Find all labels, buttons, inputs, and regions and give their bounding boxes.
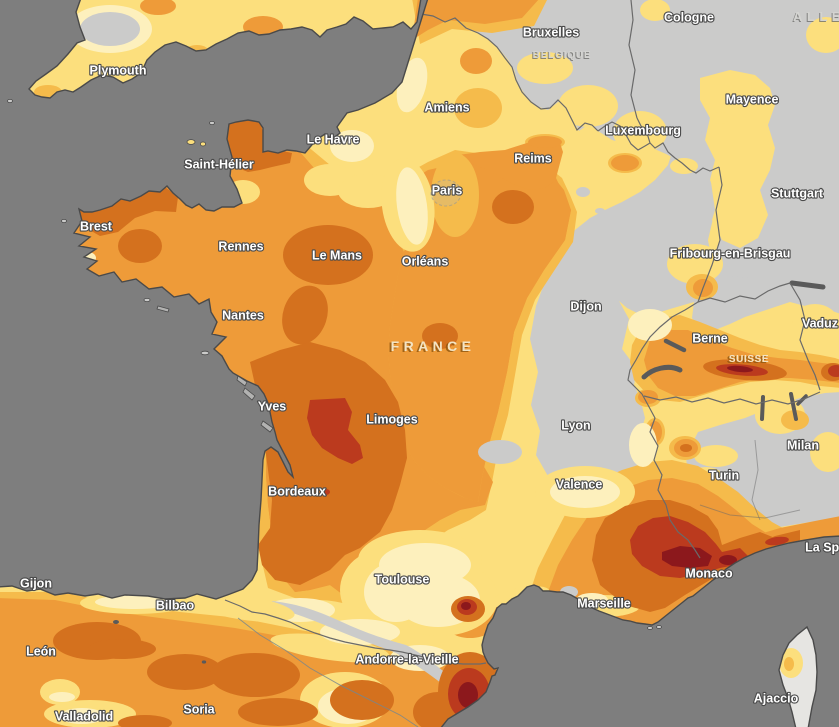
svg-text:ALLEMAGNE: ALLEMAGNE	[793, 9, 839, 24]
svg-text:Ajaccio: Ajaccio	[754, 692, 799, 706]
svg-text:Toulouse: Toulouse	[375, 573, 430, 587]
svg-text:Gijon: Gijon	[20, 577, 52, 591]
svg-text:Dijon: Dijon	[570, 300, 601, 314]
svg-text:Valladolid: Valladolid	[55, 710, 113, 724]
svg-text:Cologne: Cologne	[664, 11, 714, 25]
svg-text:FRANCE: FRANCE	[391, 338, 476, 354]
svg-text:Berne: Berne	[692, 332, 727, 346]
svg-text:Vaduz: Vaduz	[802, 317, 838, 331]
svg-text:Milan: Milan	[787, 439, 819, 453]
svg-text:Nantes: Nantes	[222, 309, 264, 323]
svg-text:Bruxelles: Bruxelles	[523, 26, 579, 40]
svg-text:Lyon: Lyon	[561, 419, 590, 433]
svg-text:Marseille: Marseille	[577, 597, 631, 611]
svg-text:Luxembourg: Luxembourg	[605, 124, 681, 138]
svg-text:Rennes: Rennes	[218, 240, 263, 254]
svg-text:Paris: Paris	[432, 184, 463, 198]
svg-text:Soria: Soria	[183, 703, 215, 717]
svg-text:BELGIQUE: BELGIQUE	[533, 50, 592, 61]
svg-text:Limoges: Limoges	[366, 413, 417, 427]
svg-text:Amiens: Amiens	[424, 101, 469, 115]
svg-text:Le Havre: Le Havre	[307, 133, 360, 147]
svg-text:Monaco: Monaco	[685, 567, 733, 581]
svg-text:Turin: Turin	[709, 469, 739, 483]
svg-text:La Spezia: La Spezia	[805, 541, 839, 555]
svg-text:Yves: Yves	[258, 400, 287, 414]
svg-text:SUISSE: SUISSE	[729, 354, 769, 365]
svg-text:Saint-Hélier: Saint-Hélier	[184, 158, 254, 172]
svg-text:Orléans: Orléans	[402, 255, 449, 269]
svg-text:León: León	[26, 645, 56, 659]
svg-text:Andorre-la-Vieille: Andorre-la-Vieille	[355, 653, 458, 667]
svg-text:Reims: Reims	[514, 152, 552, 166]
svg-text:Mayence: Mayence	[726, 93, 779, 107]
svg-text:Bilbao: Bilbao	[156, 599, 195, 613]
svg-text:Valence: Valence	[556, 478, 603, 492]
svg-text:Le Mans: Le Mans	[312, 249, 362, 263]
svg-text:Stuttgart: Stuttgart	[771, 187, 824, 201]
svg-text:Plymouth: Plymouth	[90, 64, 147, 78]
svg-text:Brest: Brest	[80, 220, 113, 234]
svg-text:Fribourg-en-Brisgau: Fribourg-en-Brisgau	[670, 247, 791, 261]
svg-text:Bordeaux: Bordeaux	[268, 485, 326, 499]
